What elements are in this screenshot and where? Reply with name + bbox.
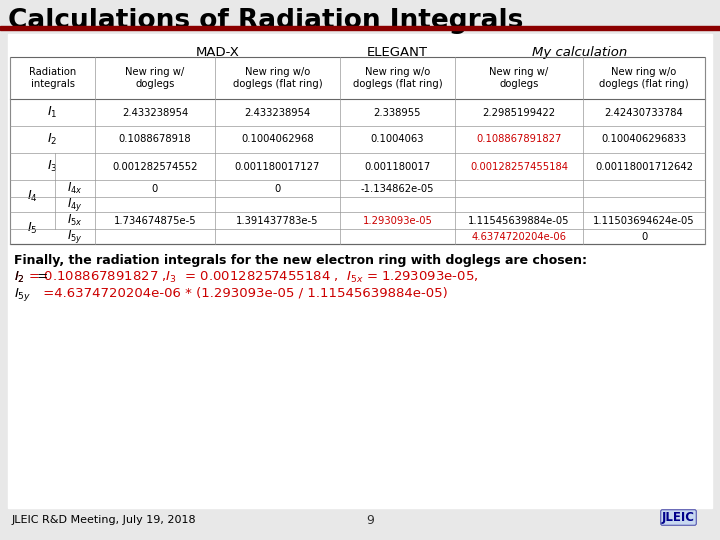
- Text: 0.108867891827: 0.108867891827: [477, 134, 562, 145]
- Bar: [8, 34, 712, 508]
- Text: 0: 0: [152, 184, 158, 193]
- Text: New ring w/o
doglegs (flat ring): New ring w/o doglegs (flat ring): [599, 67, 689, 89]
- Text: =: =: [33, 270, 53, 283]
- Text: $I_5$: $I_5$: [27, 220, 37, 235]
- Text: New ring w/
doglegs: New ring w/ doglegs: [490, 67, 549, 89]
- Text: $I_3$: $I_3$: [48, 159, 58, 174]
- Text: $I_2$ = 0.108867891827 ,$I_3$  = 0.00128257455184 ,  $I_{5x}$ = 1.293093e-05,: $I_2$ = 0.108867891827 ,$I_3$ = 0.001282…: [14, 270, 478, 285]
- Text: 4.6374720204e-06: 4.6374720204e-06: [472, 232, 567, 241]
- Text: $I_{4x}$: $I_{4x}$: [67, 181, 83, 196]
- Text: 1.391437783e-5: 1.391437783e-5: [236, 215, 319, 226]
- Text: Calculations of Radiation Integrals: Calculations of Radiation Integrals: [8, 8, 523, 34]
- Text: -1.134862e-05: -1.134862e-05: [361, 184, 434, 193]
- Text: $I_{5x}$: $I_{5x}$: [67, 213, 83, 228]
- Text: ELEGANT: ELEGANT: [367, 46, 428, 59]
- Text: 0.00128257455184: 0.00128257455184: [470, 161, 568, 172]
- Text: 1.734674875e-5: 1.734674875e-5: [114, 215, 197, 226]
- Text: 1.293093e-05: 1.293093e-05: [363, 215, 433, 226]
- Text: $I_{5y}$: $I_{5y}$: [67, 228, 83, 245]
- Text: New ring w/o
doglegs (flat ring): New ring w/o doglegs (flat ring): [233, 67, 323, 89]
- Text: 2.338955: 2.338955: [374, 107, 421, 118]
- Text: Finally, the radiation integrals for the new electron ring with doglegs are chos: Finally, the radiation integrals for the…: [14, 254, 587, 267]
- Text: 1.11545639884e-05: 1.11545639884e-05: [468, 215, 570, 226]
- Text: $I_2$: $I_2$: [14, 270, 24, 285]
- Text: New ring w/
doglegs: New ring w/ doglegs: [125, 67, 184, 89]
- Text: =4.6374720204e-06 * (1.293093e-05 / 1.11545639884e-05): =4.6374720204e-06 * (1.293093e-05 / 1.11…: [39, 286, 448, 299]
- Text: MAD-X: MAD-X: [196, 46, 240, 59]
- Bar: [10, 57, 705, 244]
- Text: 0.1004062968: 0.1004062968: [241, 134, 314, 145]
- Text: $I_4$: $I_4$: [27, 188, 38, 204]
- Text: 9: 9: [366, 514, 374, 526]
- Text: 2.433238954: 2.433238954: [122, 107, 188, 118]
- Text: 0.001282574552: 0.001282574552: [112, 161, 198, 172]
- Text: 0.001180017: 0.001180017: [364, 161, 431, 172]
- Text: 1.11503694624e-05: 1.11503694624e-05: [593, 215, 695, 226]
- Text: 0.1004063: 0.1004063: [371, 134, 424, 145]
- Text: JLEIC: JLEIC: [662, 511, 695, 524]
- Text: $I_{4y}$: $I_{4y}$: [67, 196, 83, 213]
- Text: JLEIC R&D Meeting, July 19, 2018: JLEIC R&D Meeting, July 19, 2018: [12, 515, 197, 525]
- Text: 0: 0: [641, 232, 647, 241]
- Text: 0.1088678918: 0.1088678918: [119, 134, 192, 145]
- Text: 0.001180017127: 0.001180017127: [235, 161, 320, 172]
- Text: 0.100406296833: 0.100406296833: [601, 134, 687, 145]
- Text: Radiation
integrals: Radiation integrals: [29, 67, 76, 89]
- Text: 2.2985199422: 2.2985199422: [482, 107, 556, 118]
- Text: New ring w/o
doglegs (flat ring): New ring w/o doglegs (flat ring): [353, 67, 442, 89]
- Text: $I_1$: $I_1$: [48, 105, 58, 120]
- Text: 2.433238954: 2.433238954: [244, 107, 310, 118]
- Text: My calculation: My calculation: [532, 46, 628, 59]
- Text: $I_2$: $I_2$: [48, 132, 58, 147]
- Bar: [0, 26, 720, 30]
- Text: 0.00118001712642: 0.00118001712642: [595, 161, 693, 172]
- Text: 2.42430733784: 2.42430733784: [605, 107, 683, 118]
- Text: 0: 0: [274, 184, 281, 193]
- Text: $I_{5y}$: $I_{5y}$: [14, 286, 32, 303]
